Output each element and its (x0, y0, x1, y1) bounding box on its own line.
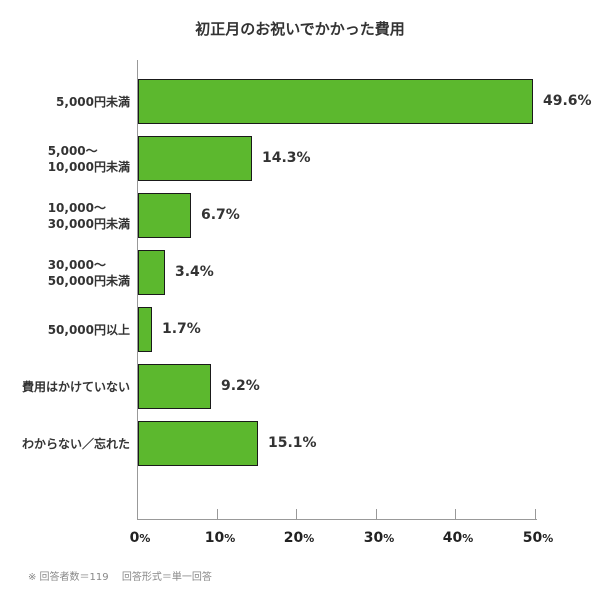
bar (138, 307, 152, 352)
category-label: 30,000〜 50,000円未満 (47, 257, 130, 288)
bar-value-label: 6.7% (201, 207, 240, 223)
x-tick (535, 509, 536, 519)
x-tick-label: 40% (442, 530, 474, 546)
bar (138, 364, 211, 409)
x-tick (376, 509, 377, 519)
bar-value-label: 3.4% (175, 264, 214, 280)
bar-value-label: 14.3% (262, 150, 311, 166)
x-tick-label: 50% (522, 530, 554, 546)
x-tick (217, 509, 218, 519)
category-label: 5,000円未満 (56, 94, 130, 109)
y-axis-line (137, 60, 138, 520)
x-tick (455, 509, 456, 519)
bar-value-label: 1.7% (162, 321, 201, 337)
bar (138, 79, 533, 124)
bar-value-label: 15.1% (268, 435, 317, 451)
category-label: わからない／忘れた (21, 436, 130, 451)
bar-value-label: 49.6% (543, 93, 592, 109)
x-axis-line (137, 519, 537, 520)
category-label: 10,000〜 30,000円未満 (47, 200, 130, 231)
footnote: ※ 回答者数＝119 回答形式＝単一回答 (28, 572, 212, 583)
x-tick-label: 30% (363, 530, 395, 546)
bar (138, 136, 252, 181)
category-label: 5,000〜 10,000円未満 (47, 143, 130, 174)
x-tick-label: 10% (204, 530, 236, 546)
bar (138, 250, 165, 295)
category-label: 50,000円以上 (47, 322, 130, 337)
x-tick-label: 0% (129, 530, 151, 546)
bar (138, 421, 258, 466)
chart-title: 初正月のお祝いでかかった費用 (195, 20, 405, 38)
bar-value-label: 9.2% (221, 378, 260, 394)
bar (138, 193, 191, 238)
x-tick (296, 509, 297, 519)
category-label: 費用はかけていない (21, 379, 130, 394)
x-tick-label: 20% (283, 530, 315, 546)
